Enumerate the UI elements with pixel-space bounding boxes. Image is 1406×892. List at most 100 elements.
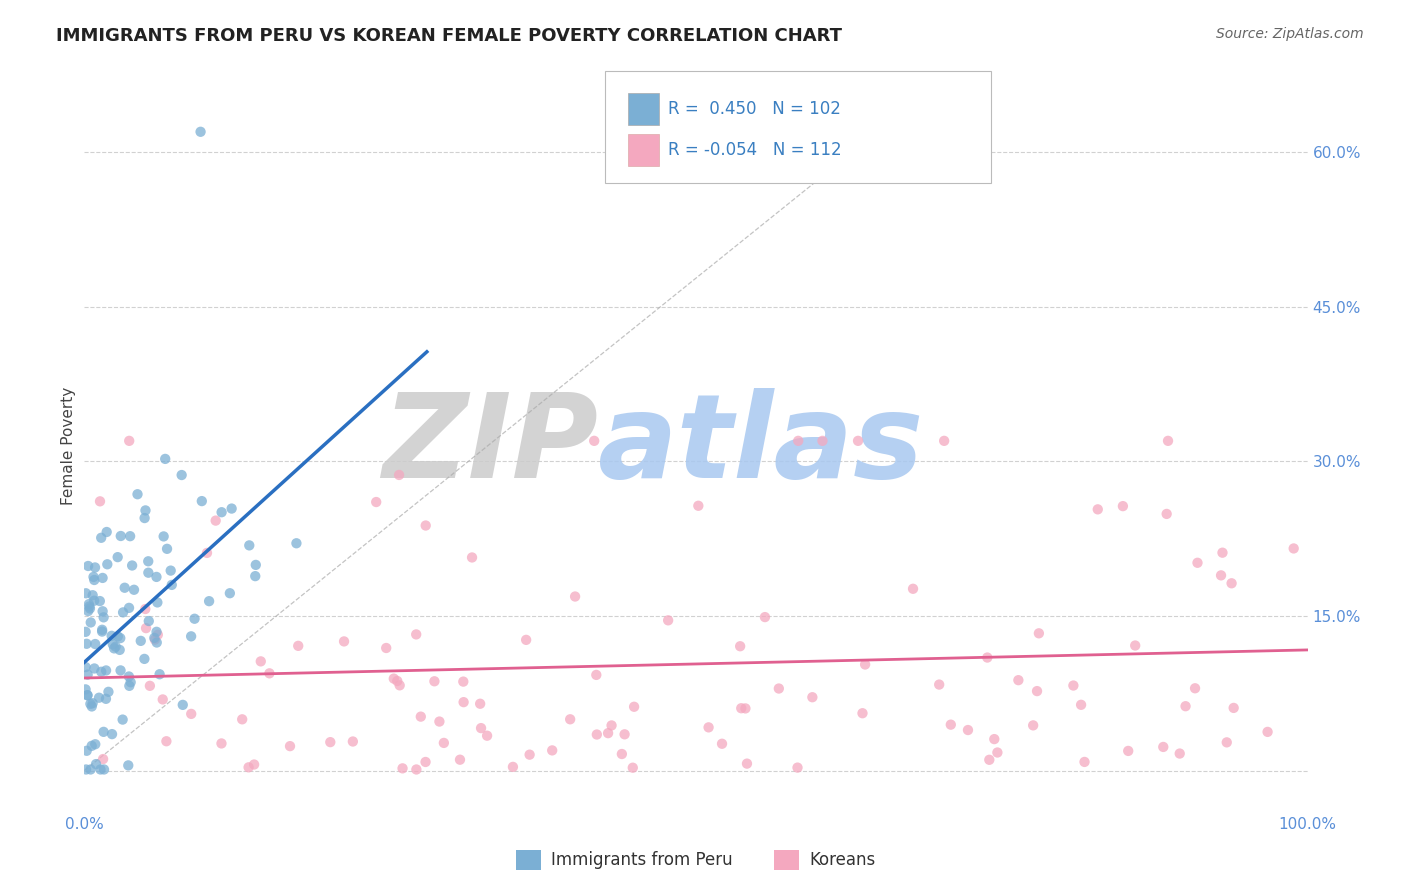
- Point: [429, 714, 451, 729]
- Point: [155, 734, 177, 748]
- Point: [375, 640, 398, 655]
- Point: [657, 613, 679, 627]
- Point: [121, 558, 143, 573]
- Point: [172, 698, 194, 712]
- Point: [112, 606, 135, 620]
- Point: [846, 434, 869, 448]
- Point: [91, 571, 114, 585]
- Point: [96, 558, 118, 572]
- Point: [470, 721, 492, 735]
- Point: [1174, 699, 1197, 714]
- Point: [84, 737, 107, 751]
- Point: [160, 578, 183, 592]
- Point: [728, 639, 751, 653]
- Point: [120, 529, 142, 543]
- Point: [83, 661, 105, 675]
- Text: Source: ZipAtlas.com: Source: ZipAtlas.com: [1216, 27, 1364, 41]
- Point: [91, 623, 114, 637]
- Point: [231, 712, 253, 726]
- Point: [433, 736, 456, 750]
- Point: [101, 637, 124, 651]
- Point: [75, 586, 97, 600]
- Point: [146, 628, 169, 642]
- Point: [145, 570, 167, 584]
- Point: [79, 763, 101, 777]
- Point: [159, 564, 181, 578]
- Point: [90, 665, 112, 679]
- Point: [110, 631, 132, 645]
- Point: [76, 667, 98, 681]
- Point: [134, 511, 156, 525]
- Point: [90, 531, 112, 545]
- Point: [204, 514, 226, 528]
- Point: [87, 690, 110, 705]
- Point: [96, 524, 118, 539]
- Point: [583, 434, 606, 448]
- Point: [107, 550, 129, 565]
- Point: [585, 668, 607, 682]
- Point: [195, 546, 218, 560]
- Point: [475, 729, 498, 743]
- Point: [110, 529, 132, 543]
- Point: [110, 664, 132, 678]
- Text: ZIP: ZIP: [382, 389, 598, 503]
- Point: [388, 467, 411, 482]
- Point: [84, 637, 107, 651]
- Point: [391, 761, 413, 775]
- Point: [734, 701, 756, 715]
- Point: [80, 739, 103, 753]
- Point: [387, 673, 409, 688]
- Point: [93, 610, 115, 624]
- Point: [560, 712, 582, 726]
- Point: [956, 723, 979, 737]
- Point: [333, 634, 356, 648]
- Point: [79, 601, 101, 615]
- Point: [79, 697, 101, 711]
- Point: [149, 667, 172, 681]
- Point: [711, 737, 734, 751]
- Point: [1157, 434, 1180, 448]
- Point: [1152, 739, 1174, 754]
- Point: [1211, 546, 1233, 560]
- Point: [768, 681, 790, 696]
- Point: [134, 503, 156, 517]
- Point: [1028, 626, 1050, 640]
- Point: [1187, 556, 1209, 570]
- Point: [754, 610, 776, 624]
- Point: [245, 569, 267, 583]
- Point: [100, 629, 122, 643]
- Point: [152, 529, 174, 543]
- Point: [1026, 684, 1049, 698]
- Point: [405, 763, 427, 777]
- Point: [114, 581, 136, 595]
- Point: [180, 629, 202, 643]
- Point: [449, 753, 471, 767]
- Point: [697, 720, 720, 734]
- Point: [101, 727, 124, 741]
- Point: [82, 696, 104, 710]
- Point: [245, 558, 267, 572]
- Point: [519, 747, 541, 762]
- Point: [621, 761, 644, 775]
- Point: [108, 643, 131, 657]
- Point: [89, 594, 111, 608]
- Point: [596, 726, 619, 740]
- Point: [107, 629, 129, 643]
- Point: [89, 763, 111, 777]
- Point: [342, 734, 364, 748]
- Point: [811, 434, 834, 448]
- Text: atlas: atlas: [598, 389, 925, 503]
- Point: [76, 688, 98, 702]
- Point: [75, 763, 97, 777]
- Point: [613, 727, 636, 741]
- Point: [138, 566, 160, 580]
- Point: [1116, 744, 1139, 758]
- Text: R =  0.450   N = 102: R = 0.450 N = 102: [668, 100, 841, 118]
- Point: [453, 695, 475, 709]
- Point: [409, 709, 432, 723]
- Point: [238, 538, 260, 552]
- Point: [851, 706, 873, 721]
- Point: [77, 597, 100, 611]
- Point: [143, 632, 166, 647]
- Point: [134, 652, 156, 666]
